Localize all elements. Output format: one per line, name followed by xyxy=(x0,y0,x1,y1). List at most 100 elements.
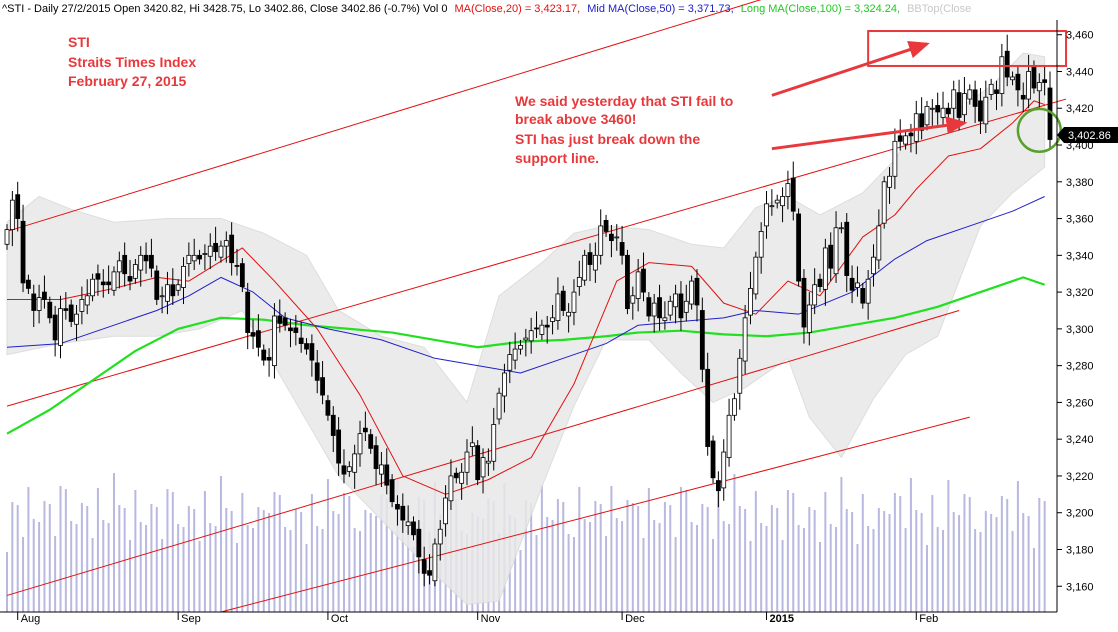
volume-bar xyxy=(86,506,89,612)
candle-body xyxy=(822,247,828,290)
candle-body xyxy=(197,254,202,260)
header-bb-label: BBTop(Close xyxy=(907,3,971,15)
candle-body xyxy=(512,348,518,361)
candle-body xyxy=(657,297,662,319)
volume-bar xyxy=(690,522,693,612)
candle-body xyxy=(58,308,63,346)
candle-body xyxy=(411,521,416,536)
annotations xyxy=(771,30,1068,153)
volume-bar xyxy=(669,505,672,612)
candle-body xyxy=(170,284,176,297)
header-ma20-label: MA(Close,20) = 3,423.17, xyxy=(455,3,581,15)
volume-bar xyxy=(70,521,73,612)
candle-body xyxy=(362,427,368,433)
volume-bar xyxy=(963,494,966,612)
volume-bar xyxy=(861,494,864,612)
candle-body xyxy=(459,471,465,484)
volume-bar xyxy=(150,504,153,612)
volume-bar xyxy=(556,499,559,612)
volume-bar xyxy=(728,524,731,612)
candle-body xyxy=(780,196,785,207)
candle-body xyxy=(373,445,379,469)
candle-body xyxy=(250,332,256,337)
volume-bar xyxy=(235,543,238,612)
volume-bar xyxy=(145,525,148,612)
candle-body xyxy=(790,177,796,212)
ma100-line xyxy=(6,276,1046,435)
candle-body xyxy=(261,349,267,361)
y-axis: 3,460 3,440 3,420 3,400 3,380 3,360 3,340 3,320… xyxy=(1057,30,1094,593)
ma20-line xyxy=(7,100,1045,495)
candle-body xyxy=(379,464,384,475)
volume-bar xyxy=(225,508,228,612)
volume-bar xyxy=(22,537,25,612)
candle-body xyxy=(715,480,721,492)
volume-bar xyxy=(177,524,180,612)
y-tick-label: 3,440 xyxy=(1066,66,1094,78)
candle-body xyxy=(534,327,539,330)
volume-bar xyxy=(171,492,174,612)
candle-body xyxy=(839,227,844,230)
candle-body xyxy=(293,327,299,333)
volume-bar xyxy=(102,520,105,612)
volume-bar xyxy=(888,514,891,612)
volume-bar xyxy=(802,528,805,612)
volume-bar xyxy=(835,527,838,612)
last-price-label: 3,402.86 xyxy=(1068,130,1111,142)
volume-bar xyxy=(514,518,517,612)
candle-body xyxy=(710,440,716,479)
candle-body xyxy=(945,107,951,115)
volume-bar xyxy=(546,517,549,612)
candle-body xyxy=(956,92,962,118)
candle-body xyxy=(609,233,614,242)
candle-body xyxy=(865,278,871,304)
volume-bar xyxy=(1016,481,1019,612)
candle-body xyxy=(614,236,620,239)
x-axis: Aug Sep Oct Nov Dec 2015 Feb xyxy=(17,612,938,625)
candle-body xyxy=(742,317,748,362)
volume-bar xyxy=(578,487,581,612)
title-index-name: Straits Times Index xyxy=(68,54,196,70)
volume-bar xyxy=(412,547,415,612)
candle-body xyxy=(239,263,245,287)
candle-body xyxy=(566,311,572,317)
candle-body xyxy=(116,260,122,273)
candle-body xyxy=(159,295,165,298)
candle-body xyxy=(833,227,839,275)
volume-bar xyxy=(867,526,870,612)
candle-body xyxy=(341,465,347,475)
volume-bars xyxy=(6,473,1046,612)
candle-body xyxy=(74,313,79,325)
y-tick-label: 3,360 xyxy=(1066,214,1094,226)
candle-body xyxy=(421,559,427,574)
y-tick-label: 3,220 xyxy=(1066,471,1094,483)
candle-body xyxy=(571,291,577,313)
x-tick-label: Dec xyxy=(625,613,645,625)
volume-bar xyxy=(599,504,602,612)
candle-body xyxy=(748,288,753,316)
x-tick-label: Feb xyxy=(919,613,938,625)
y-tick-label: 3,340 xyxy=(1066,250,1094,262)
volume-bar xyxy=(642,538,645,612)
y-tick-label: 3,280 xyxy=(1066,361,1094,373)
volume-bar xyxy=(738,506,741,612)
volume-bar xyxy=(893,493,896,612)
volume-bar xyxy=(1038,498,1041,612)
candle-body xyxy=(897,135,903,142)
volume-bar xyxy=(658,523,661,612)
y-tick-label: 3,200 xyxy=(1066,508,1094,520)
volume-bar xyxy=(674,537,677,612)
candle-body xyxy=(871,256,876,275)
candle-body xyxy=(673,293,678,308)
x-tick-label: 2015 xyxy=(770,613,794,625)
candle-body xyxy=(95,273,101,280)
candle-body xyxy=(106,281,112,286)
candle-body xyxy=(79,299,85,312)
volume-bar xyxy=(64,489,67,612)
volume-bar xyxy=(819,542,822,612)
candle-body xyxy=(416,528,422,558)
volume-bar xyxy=(54,536,57,612)
volume-bar xyxy=(385,498,388,612)
volume-bar xyxy=(733,474,736,612)
volume-bar xyxy=(112,473,115,612)
